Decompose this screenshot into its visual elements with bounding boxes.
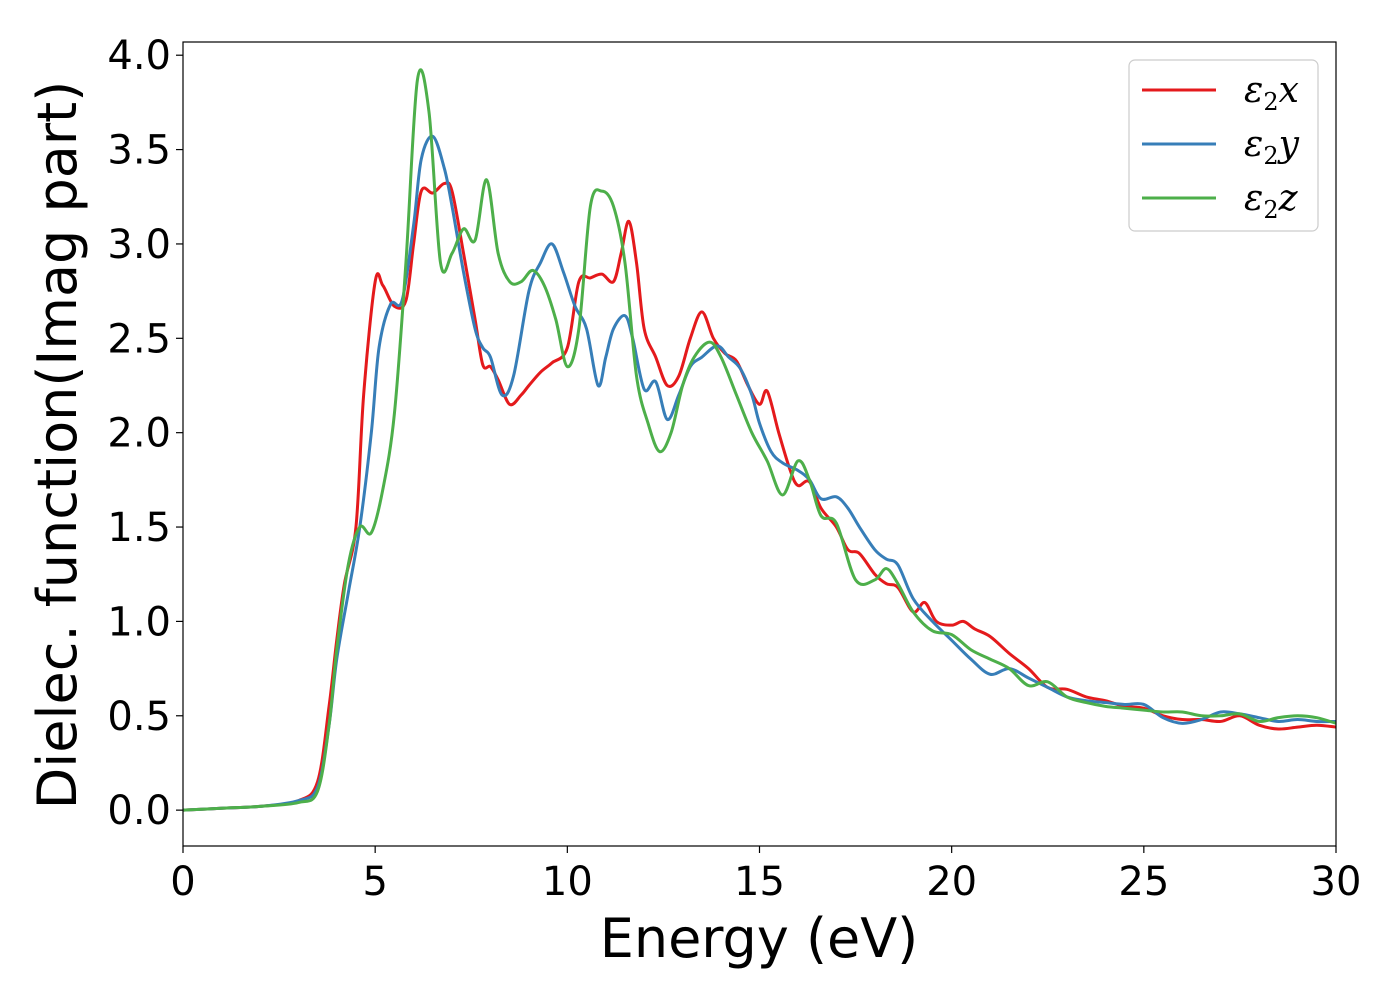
axes: 0 5 10 15 20 25 30 0.0 0.5 1.0 1.5 2.0 2.5 3.0 3.5 4.0 bbox=[107, 33, 1361, 905]
x-axis-title: Energy (eV) bbox=[600, 907, 919, 970]
x-tick-label: 20 bbox=[926, 859, 977, 905]
y-tick-label: 2.5 bbox=[107, 316, 171, 362]
legend-box bbox=[1128, 59, 1319, 232]
y-tick-label: 1.5 bbox=[107, 505, 171, 551]
y-tick-label: 0.5 bbox=[107, 694, 171, 740]
y-tick-label: 3.0 bbox=[107, 222, 171, 268]
y-axis-title: Dielec. function(Imag part) bbox=[26, 81, 89, 810]
x-tick-label: 25 bbox=[1118, 859, 1169, 905]
legend-entry-y: ε2y bbox=[1244, 124, 1300, 170]
legend-entry-x: ε2x bbox=[1244, 70, 1299, 116]
y-tick-label: 3.5 bbox=[107, 128, 171, 174]
y-tick-label: 4.0 bbox=[107, 33, 171, 79]
x-tick-label: 10 bbox=[542, 859, 593, 905]
x-tick-label: 30 bbox=[1311, 859, 1362, 905]
y-tick-label: 0.0 bbox=[107, 788, 171, 834]
x-tick-label: 5 bbox=[362, 859, 387, 905]
legend: ε2x ε2y ε2z bbox=[1128, 59, 1319, 232]
y-tick-label: 2.0 bbox=[107, 411, 171, 457]
series-line-z bbox=[183, 68, 1336, 812]
x-tick-label: 15 bbox=[734, 859, 785, 905]
series-line-x bbox=[183, 181, 1336, 812]
legend-entry-z: ε2z bbox=[1244, 178, 1299, 224]
series-lines bbox=[183, 68, 1336, 812]
series-line-y bbox=[183, 134, 1336, 812]
plot-area bbox=[183, 68, 1336, 812]
x-tick-label: 0 bbox=[170, 859, 195, 905]
y-tick-label: 1.0 bbox=[107, 599, 171, 645]
